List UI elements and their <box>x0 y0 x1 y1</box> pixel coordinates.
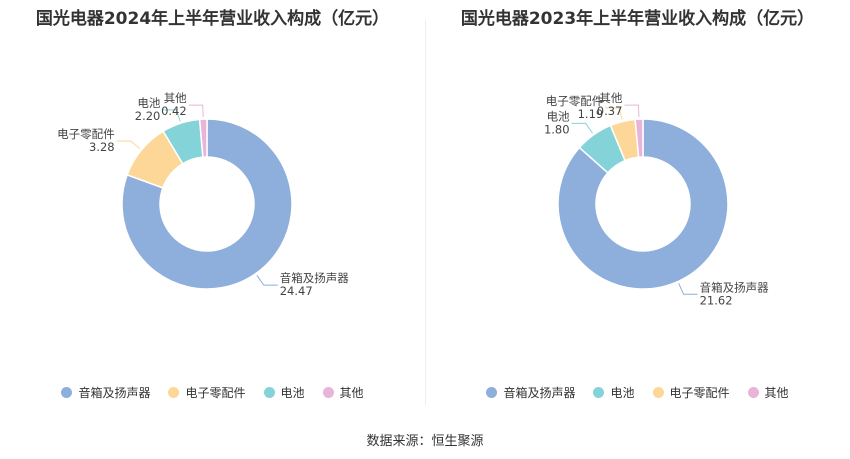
legend-marker-icon <box>168 387 180 398</box>
legend-2024: 音箱及扬声器 电子零配件 电池 其他 <box>0 384 425 401</box>
donut-slice-0 <box>557 118 729 290</box>
slice-name-label-2: 电池 <box>137 96 160 110</box>
leader-line-2 <box>162 109 181 122</box>
legend-label: 其他 <box>764 386 789 400</box>
slice-value-label-2: 1.19 <box>578 107 604 121</box>
legend-marker-icon <box>322 387 334 398</box>
slice-name-label-0: 音箱及扬声器 <box>700 280 769 294</box>
legend-marker-icon <box>61 387 73 398</box>
legend-marker-icon <box>652 387 664 398</box>
legend-marker-icon <box>263 387 275 398</box>
slice-name-label-0: 音箱及扬声器 <box>280 271 349 285</box>
slice-value-label-2: 2.20 <box>135 109 161 123</box>
slice-name-label-1: 电子零配件 <box>57 127 115 141</box>
legend-item-1[interactable]: 电子零配件 <box>168 384 246 401</box>
legend-item-0[interactable]: 音箱及扬声器 <box>61 384 150 401</box>
slice-name-label-1: 电池 <box>547 109 570 123</box>
leader-line-0 <box>256 275 278 286</box>
leader-line-0 <box>678 283 698 295</box>
legend-label: 电子零配件 <box>669 386 730 400</box>
legend-label: 其他 <box>339 386 364 400</box>
slice-name-label-2: 电子零配件 <box>546 94 604 108</box>
legend-item-2[interactable]: 电池 <box>263 384 305 401</box>
slice-value-label-3: 0.37 <box>597 104 623 118</box>
leader-line-1 <box>116 140 141 150</box>
legend-label: 音箱及扬声器 <box>503 386 576 400</box>
legend-label: 电池 <box>280 386 305 400</box>
legend-marker-icon <box>593 387 605 398</box>
legend-2023: 音箱及扬声器 电池 电子零配件 其他 <box>425 384 850 401</box>
slice-value-label-0: 24.47 <box>280 284 313 298</box>
slice-value-label-3: 0.42 <box>161 104 187 118</box>
slice-value-label-1: 1.80 <box>544 122 570 136</box>
legend-marker-icon <box>747 387 759 398</box>
slice-value-label-0: 21.62 <box>700 293 733 307</box>
slice-name-label-3: 其他 <box>599 91 622 105</box>
chart-title-2023: 国光电器2023年上半年营业收入构成（亿元） <box>460 9 815 29</box>
donut-slice-0 <box>121 118 293 290</box>
donut-slice-3 <box>198 118 208 158</box>
slice-name-label-3: 其他 <box>164 91 187 105</box>
legend-marker-icon <box>486 387 498 398</box>
chart-title-2024: 国光电器2024年上半年营业收入构成（亿元） <box>35 9 390 29</box>
legend-label: 音箱及扬声器 <box>78 386 151 400</box>
legend-item-3[interactable]: 其他 <box>322 384 364 401</box>
leader-line-2 <box>605 107 623 120</box>
chart-panel-2023: 国光电器2023年上半年营业收入构成（亿元） 音箱及扬声器 21.62 电池 1.80… <box>425 0 850 420</box>
legend-label: 电子零配件 <box>185 386 246 400</box>
slice-value-label-1: 3.28 <box>89 140 115 154</box>
data-source-note: 数据来源：恒生聚源 <box>366 434 484 449</box>
leader-line-3 <box>188 104 204 118</box>
donut-slice-3 <box>634 118 644 159</box>
legend-label: 电池 <box>610 386 635 400</box>
chart-panel-2024: 国光电器2024年上半年营业收入构成（亿元） 音箱及扬声器 24.47 电子零配件 3… <box>0 0 425 420</box>
panel-divider <box>425 20 426 405</box>
legend-item-1[interactable]: 电池 <box>593 384 635 401</box>
leader-line-1 <box>571 122 593 134</box>
legend-item-2[interactable]: 电子零配件 <box>652 384 730 401</box>
leader-line-3 <box>624 104 640 118</box>
legend-item-3[interactable]: 其他 <box>747 384 789 401</box>
legend-item-0[interactable]: 音箱及扬声器 <box>486 384 575 401</box>
